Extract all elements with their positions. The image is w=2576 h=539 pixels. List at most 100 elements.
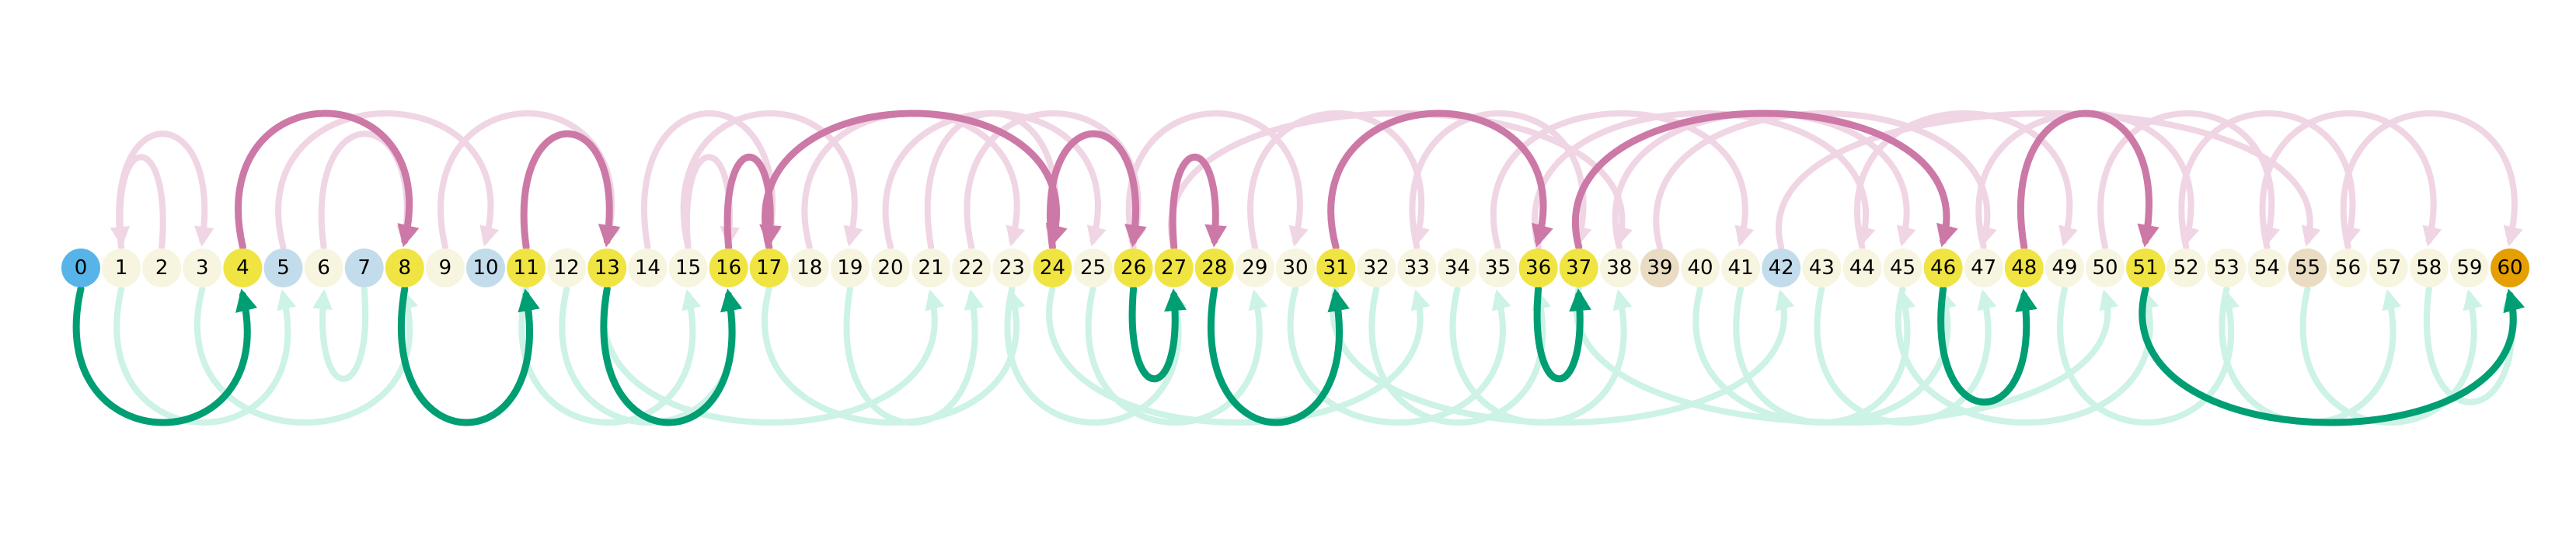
node-23: 23 [992, 249, 1032, 287]
node-label: 15 [675, 256, 701, 280]
node-circle [912, 249, 951, 287]
node-circle [2328, 249, 2368, 287]
node-57: 57 [2369, 249, 2408, 287]
node-circle [2207, 249, 2247, 287]
nodes: 0 1 2 3 4 5 6 7 8 9 10 11 12 13 14 15 16 17 18 19 20 21 22 23 24… [61, 249, 2529, 287]
faint-arc-45-51 [1895, 286, 2159, 426]
node-33: 33 [1397, 249, 1437, 287]
node-5: 5 [263, 249, 303, 287]
faint-arc-36-44 [1532, 110, 1876, 250]
node-circle [2166, 249, 2206, 287]
node-25: 25 [1073, 249, 1113, 287]
node-circle [1357, 249, 1396, 287]
node-label: 40 [1687, 256, 1713, 280]
node-circle [628, 249, 668, 287]
faint-arc-15-19 [680, 110, 863, 250]
node-47: 47 [1964, 249, 2003, 287]
path-arc-17-24 [762, 110, 1068, 251]
node-circle [2086, 249, 2125, 287]
node-label: 0 [75, 256, 88, 280]
node-60: 60 [2491, 249, 2529, 287]
path-arc-24-26 [1046, 130, 1147, 251]
node-circle [1599, 249, 1639, 287]
node-label: 7 [357, 256, 371, 280]
node-label: 54 [2254, 256, 2280, 280]
node-39: 39 [1640, 249, 1679, 287]
node-circle [668, 249, 708, 287]
node-label: 51 [2133, 256, 2159, 280]
faint-arcs [110, 110, 2523, 426]
node-29: 29 [1235, 249, 1274, 287]
node-circle [1194, 249, 1234, 287]
faint-arc-14-17 [640, 110, 782, 250]
node-11: 11 [507, 249, 546, 287]
faint-arc-25-29 [1085, 286, 1268, 426]
node-17: 17 [749, 249, 789, 287]
faint-arc-15-16 [684, 154, 740, 250]
node-label: 12 [554, 256, 580, 280]
path-arc-28-31 [1207, 285, 1350, 426]
node-label: 3 [196, 256, 209, 280]
node-label: 52 [2173, 256, 2199, 280]
node-24: 24 [1033, 249, 1072, 287]
node-41: 41 [1721, 249, 1761, 287]
faint-arc-21-24 [924, 110, 1065, 250]
node-circle [142, 249, 182, 287]
faint-arc-5-10 [275, 110, 500, 250]
node-circle [1681, 249, 1720, 287]
node-circle [1073, 249, 1113, 287]
node-circle [2247, 249, 2287, 287]
node-circle [587, 249, 627, 287]
node-label: 30 [1282, 256, 1308, 280]
node-circle [2449, 249, 2489, 287]
node-circle [223, 249, 263, 287]
node-label: 59 [2456, 256, 2482, 280]
node-circle [2126, 249, 2166, 287]
node-label: 57 [2376, 256, 2401, 280]
node-37: 37 [1559, 249, 1598, 287]
node-6: 6 [304, 249, 343, 287]
node-circle [466, 249, 505, 287]
node-label: 23 [999, 256, 1025, 280]
node-label: 13 [594, 256, 620, 280]
node-label: 39 [1647, 256, 1672, 280]
node-label: 48 [2011, 256, 2037, 280]
node-26: 26 [1114, 249, 1153, 287]
node-label: 35 [1485, 256, 1511, 280]
node-label: 11 [514, 256, 539, 280]
node-label: 5 [277, 256, 290, 280]
faint-arc-27-38 [1168, 110, 1633, 250]
node-circle [1033, 249, 1072, 287]
faint-arc-18-23 [801, 110, 1026, 250]
node-circle [1721, 249, 1761, 287]
node-2: 2 [142, 249, 182, 287]
node-label: 47 [1971, 256, 1996, 280]
node-label: 37 [1566, 256, 1591, 280]
faint-arc-56-60 [2340, 110, 2523, 250]
node-label: 55 [2295, 256, 2320, 280]
node-circle [2004, 249, 2044, 287]
node-9: 9 [425, 249, 465, 287]
node-label: 25 [1080, 256, 1106, 280]
node-label: 56 [2335, 256, 2361, 280]
node-circle [183, 249, 222, 287]
node-51: 51 [2126, 249, 2166, 287]
node-32: 32 [1357, 249, 1396, 287]
path-arc-51-60 [2139, 285, 2525, 426]
node-20: 20 [871, 249, 910, 287]
node-circle [790, 249, 829, 287]
faint-arc-30-35 [1287, 286, 1511, 426]
node-circle [344, 249, 384, 287]
node-label: 46 [1930, 256, 1956, 280]
node-circle [1316, 249, 1356, 287]
node-43: 43 [1802, 249, 1842, 287]
node-7: 7 [344, 249, 384, 287]
node-45: 45 [1883, 249, 1922, 287]
path-arc-13-16 [600, 285, 743, 426]
path-arc-4-8 [235, 110, 420, 251]
node-49: 49 [2044, 249, 2084, 287]
node-circle [263, 249, 303, 287]
node-circle [385, 249, 424, 287]
faint-arc-44-49 [1854, 110, 2078, 250]
node-4: 4 [223, 249, 263, 287]
